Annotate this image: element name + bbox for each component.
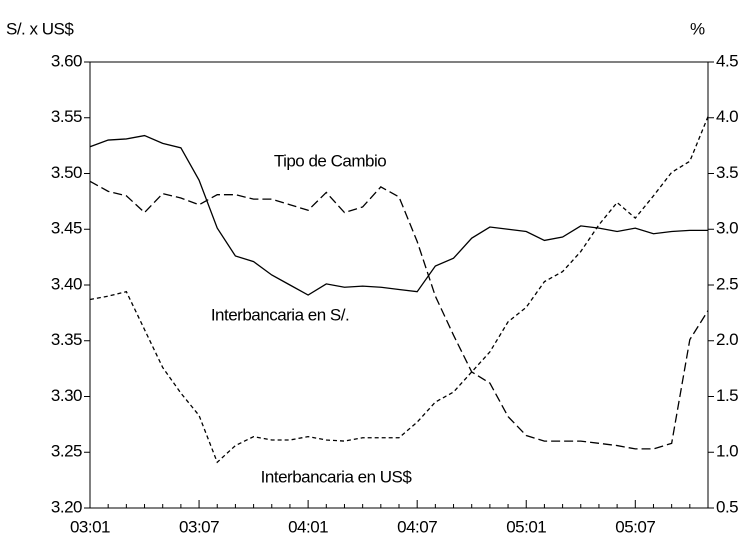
y2-tick-label: 2.5 [716, 274, 738, 293]
y-tick-label: 3.50 [51, 163, 82, 182]
x-tick-label: 04:07 [397, 517, 437, 536]
y-tick-label: 3.40 [51, 274, 82, 293]
series-line [89, 116, 709, 464]
y2-tick-label: 0.5 [716, 497, 738, 516]
y2-tick-label: 3.0 [716, 219, 738, 238]
annotation: Interbancaria en US$ [261, 467, 413, 486]
y2-tick-label: 1.0 [716, 442, 738, 461]
x-tick-label: 03:07 [179, 517, 219, 536]
y-tick-label: 3.35 [51, 330, 82, 349]
y2-tick-label: 1.5 [716, 386, 738, 405]
annotation: Interbancaria en S/. [211, 305, 349, 324]
series-line [89, 180, 709, 450]
y2-tick-label: 3.5 [716, 163, 738, 182]
y2-axis-label: % [690, 19, 705, 38]
y-tick-label: 3.30 [51, 386, 82, 405]
series-line [89, 134, 708, 296]
y2-tick-label: 2.0 [716, 330, 738, 349]
x-tick-label: 05:01 [506, 517, 546, 536]
y-axis-label: S/. x US$ [6, 19, 74, 38]
x-tick-label: 05:07 [615, 517, 655, 536]
y-tick-label: 3.20 [51, 497, 82, 516]
x-tick-label: 03:01 [70, 517, 110, 536]
y2-tick-label: 4.5 [716, 51, 738, 70]
y-tick-label: 3.55 [51, 107, 82, 126]
x-tick-label: 04:01 [288, 517, 328, 536]
y-tick-label: 3.60 [51, 51, 82, 70]
y-tick-label: 3.45 [51, 219, 82, 238]
y2-tick-label: 4.0 [716, 107, 738, 126]
annotation: Tipo de Cambio [274, 151, 386, 170]
y-tick-label: 3.25 [51, 442, 82, 461]
